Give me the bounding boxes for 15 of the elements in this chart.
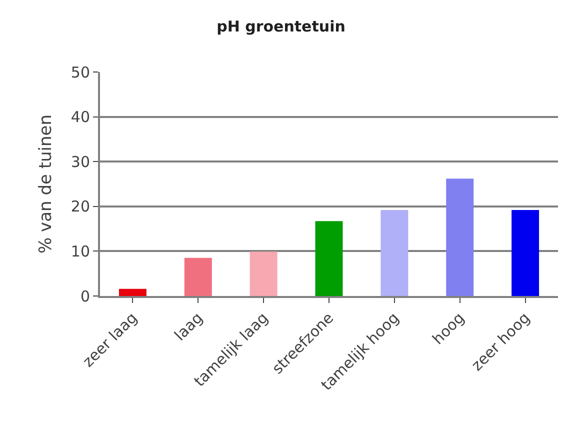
bar — [512, 210, 540, 296]
y-tick-label: 40 — [70, 108, 90, 126]
bar — [118, 288, 146, 296]
y-tick-label: 0 — [80, 287, 90, 306]
bar — [446, 178, 474, 296]
y-tick-label: 30 — [70, 152, 90, 171]
y-tick-label: 20 — [70, 198, 90, 216]
bar — [380, 210, 408, 296]
y-tick-label: 50 — [70, 63, 90, 82]
chart-title: pH groentetuin — [216, 18, 346, 36]
y-tick-label: 10 — [70, 242, 90, 260]
bar — [184, 258, 212, 296]
bar — [250, 252, 278, 296]
y-axis-title: % van de tuinen — [36, 114, 56, 254]
bar — [315, 221, 343, 296]
